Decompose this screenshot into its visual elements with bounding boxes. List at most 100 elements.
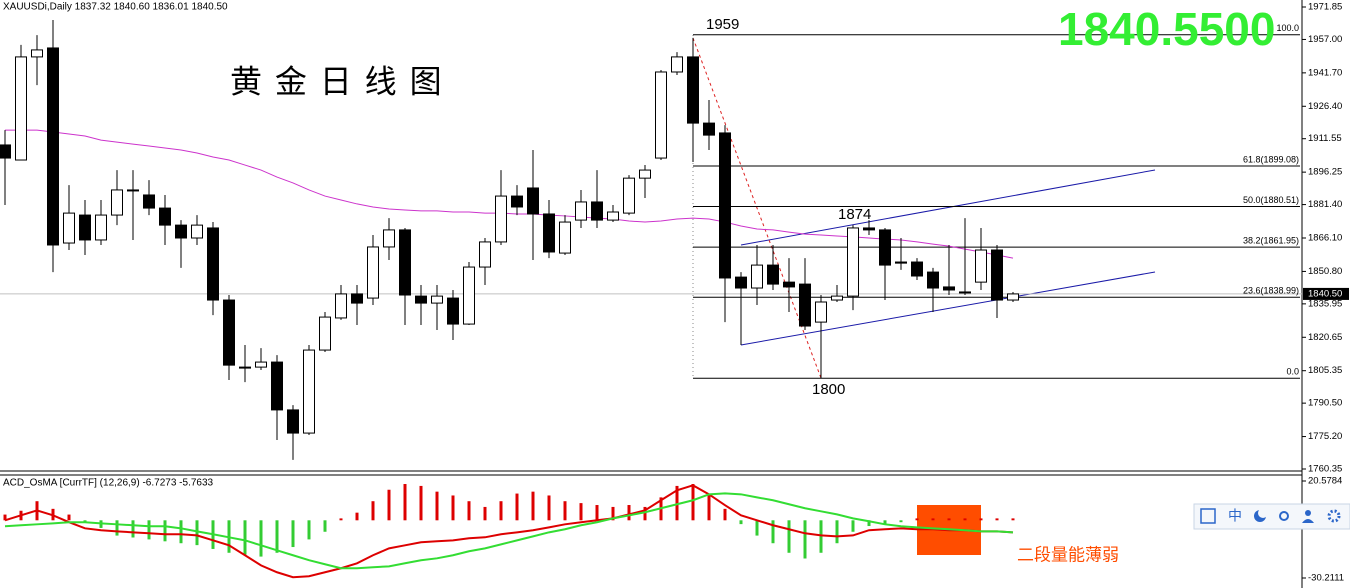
candle-body (351, 293, 363, 304)
toolbar-icon[interactable] (1279, 511, 1289, 521)
y-tick-label: 1775.20 (1308, 431, 1342, 442)
candle-body (783, 281, 795, 288)
candle-body (303, 349, 315, 434)
fib-label: 23.6(1838.99) (1243, 286, 1299, 296)
candle-body (255, 361, 267, 368)
histogram-bar (611, 506, 615, 521)
histogram-bar (739, 520, 743, 525)
histogram-bar (499, 501, 503, 521)
histogram-bar (403, 484, 407, 521)
toolbar-icon[interactable] (1305, 510, 1311, 516)
toolbar-bg (1193, 503, 1350, 530)
candle-body (159, 207, 171, 226)
histogram-bar (291, 520, 295, 548)
candle-body (415, 295, 427, 304)
candle-body (0, 144, 11, 159)
histogram-bar (115, 520, 119, 536)
histogram-bar (899, 520, 903, 523)
candle-body (687, 56, 699, 124)
histogram-bar (787, 520, 791, 553)
candle-body (383, 229, 395, 248)
histogram-bar (819, 520, 823, 553)
candle-body (1007, 293, 1019, 301)
macd-line (4, 484, 1014, 579)
candle-body (943, 286, 955, 291)
histogram-bar (419, 485, 423, 521)
histogram-bar (531, 491, 535, 521)
moving-average (5, 129, 1014, 259)
candle-body (751, 264, 763, 289)
histogram-bar (3, 514, 7, 521)
candle-body (607, 211, 619, 221)
histogram-bar (163, 520, 167, 542)
candle-body (223, 299, 235, 366)
histogram-bar (675, 485, 679, 521)
y-tick-label: 1805.35 (1308, 365, 1342, 376)
y-tick-label: 1941.70 (1308, 67, 1342, 78)
histogram-bar (579, 503, 583, 521)
y-tick-label: 1957.00 (1308, 34, 1342, 45)
current-price-label: 1840.50 (1308, 288, 1342, 299)
candle-body (799, 283, 811, 327)
channel-line (740, 169, 1156, 246)
candle-body (527, 187, 539, 215)
candle-body (655, 71, 667, 159)
histogram-bar (131, 520, 135, 538)
candle-body (463, 266, 475, 325)
candle-body (447, 297, 459, 325)
big-price: 1840.5500 (1058, 3, 1275, 55)
histogram-bar (915, 518, 919, 521)
candle-body (831, 295, 843, 301)
candle-body (543, 213, 555, 253)
histogram-bar (595, 505, 599, 521)
histogram-bar (67, 514, 71, 521)
y-tick-label: 1820.65 (1308, 332, 1342, 343)
histogram-bar (979, 518, 983, 521)
histogram-bar (387, 489, 391, 521)
candle-body (927, 271, 939, 289)
histogram-bar (451, 495, 455, 521)
channel-line (740, 271, 1156, 346)
toolbar-language[interactable]: 中 (1228, 508, 1242, 524)
price-header: XAUUSDi,Daily 1837.32 1840.60 1836.01 18… (3, 2, 228, 13)
candle-body (239, 366, 251, 369)
toolbar-icon (1258, 508, 1268, 518)
candle-body (79, 214, 91, 241)
toolbar-icon (1302, 519, 1314, 523)
candle-body (399, 229, 411, 296)
candle-body (191, 224, 203, 239)
y-tick-label: 1911.55 (1308, 133, 1342, 144)
candle-body (511, 195, 523, 208)
histogram-bar (355, 512, 359, 521)
histogram-bar (755, 520, 759, 536)
candle-body (623, 177, 635, 214)
candle-body (207, 227, 219, 301)
annotation: 1874 (838, 206, 871, 223)
candle-body (431, 295, 443, 304)
candle-body (975, 249, 987, 283)
chart-title: 黄 金 日 线 图 (230, 63, 444, 99)
histogram-bar (883, 520, 887, 525)
histogram-bar (179, 520, 183, 544)
histogram-bar (771, 520, 775, 544)
fib-label: 100.0 (1276, 23, 1299, 33)
candle-body (879, 229, 891, 266)
toolbar-icon[interactable] (1200, 508, 1216, 524)
toolbar-icon[interactable] (1327, 509, 1341, 523)
candle-body (735, 276, 747, 289)
histogram-bar (627, 505, 631, 521)
histogram-bar (867, 520, 871, 527)
histogram-bar (515, 493, 519, 521)
candle-body (767, 264, 779, 285)
annotation: 1800 (812, 381, 845, 398)
histogram-bar (563, 501, 567, 521)
histogram-bar (547, 495, 551, 521)
annotation: 二段量能薄弱 (1017, 545, 1119, 564)
candle-body (175, 224, 187, 239)
candle-body (895, 261, 907, 264)
candle-body (63, 212, 75, 244)
macd-header: ACD_OsMA [CurrTF] (12,26,9) -6.7273 -5.7… (3, 478, 214, 489)
histogram-bar (963, 518, 967, 521)
candle-body (671, 56, 683, 73)
